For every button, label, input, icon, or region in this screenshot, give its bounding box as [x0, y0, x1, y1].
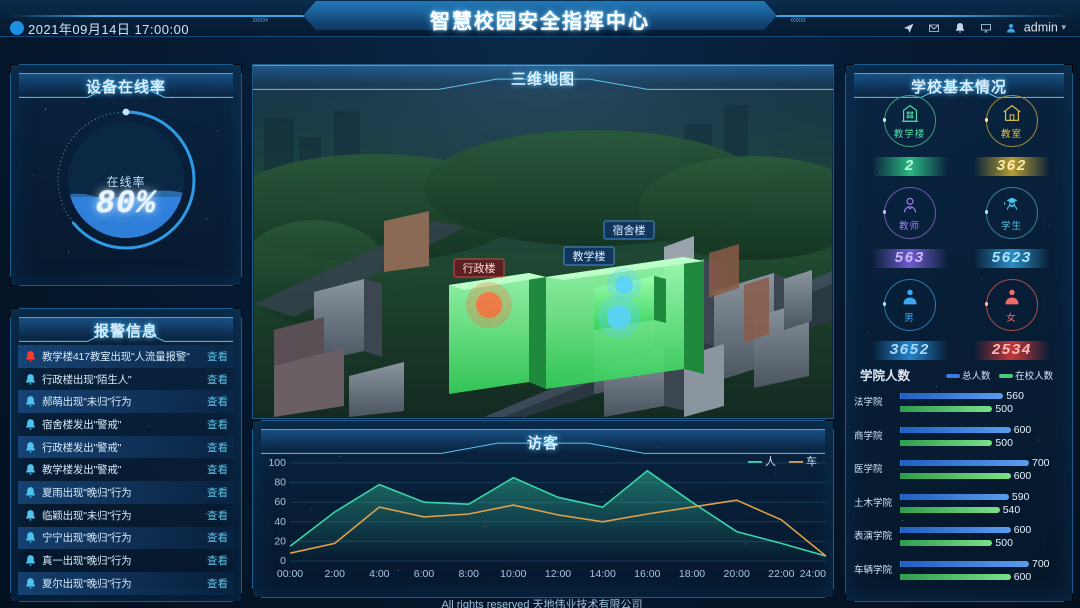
svg-text:00:00: 00:00	[277, 568, 303, 580]
svg-text:0: 0	[280, 555, 286, 567]
svg-text:2:00: 2:00	[324, 568, 345, 580]
svg-text:18:00: 18:00	[679, 568, 705, 580]
svg-text:教学楼: 教学楼	[573, 249, 606, 263]
svg-text:22:00: 22:00	[768, 568, 794, 580]
svg-text:14:00: 14:00	[590, 568, 616, 580]
svg-text:4:00: 4:00	[369, 568, 390, 580]
svg-text:40: 40	[274, 516, 286, 528]
svg-text:6:00: 6:00	[414, 568, 435, 580]
svg-text:20:00: 20:00	[724, 568, 750, 580]
svg-text:10:00: 10:00	[500, 568, 526, 580]
svg-text:60: 60	[274, 496, 286, 508]
svg-text:16:00: 16:00	[634, 568, 660, 580]
svg-text:宿舍楼: 宿舍楼	[613, 223, 646, 237]
svg-text:8:00: 8:00	[458, 568, 479, 580]
svg-text:80: 80	[274, 477, 286, 489]
svg-text:24:00: 24:00	[800, 568, 826, 580]
svg-text:12:00: 12:00	[545, 568, 571, 580]
svg-text:行政楼: 行政楼	[463, 261, 496, 275]
svg-text:20: 20	[274, 535, 286, 547]
svg-text:100: 100	[268, 457, 286, 469]
